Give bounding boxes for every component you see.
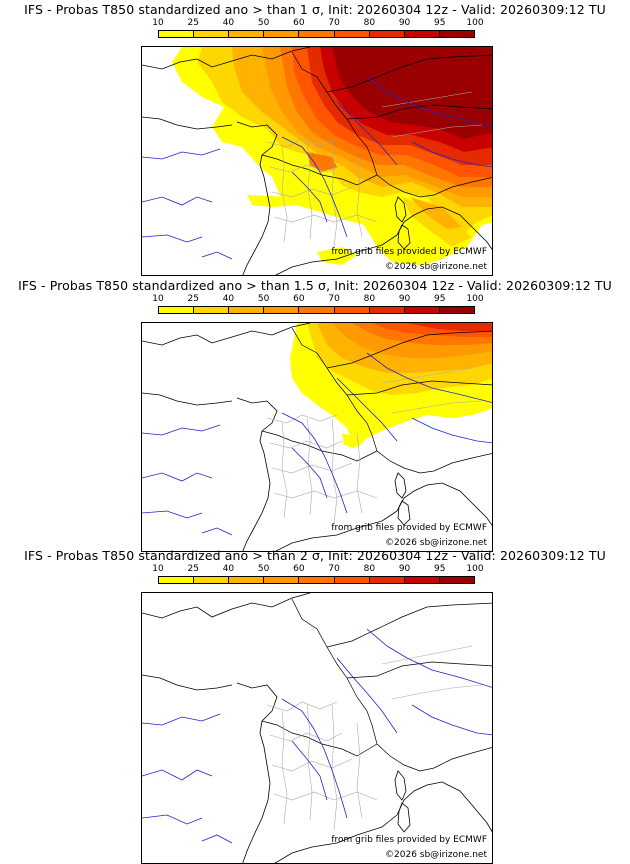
legend-tick-label: 50 — [257, 294, 270, 304]
panel-1: IFS - Probas T850 standardized ano > tha… — [0, 0, 630, 276]
legend-swatch — [194, 577, 230, 583]
panel-title: IFS - Probas T850 standardized ano > tha… — [18, 278, 612, 293]
regional-borders — [266, 645, 483, 831]
legend-tick-label: 10 — [152, 564, 164, 574]
legend-swatch — [159, 31, 195, 37]
legend-tick-labels: 10 25 40 50 60 70 80 90 95 100 — [152, 18, 483, 30]
country-borders — [261, 598, 492, 772]
legend-swatch — [159, 577, 195, 583]
legend-tick-label: 95 — [434, 294, 446, 304]
legend-tick-label: 90 — [398, 564, 411, 574]
legend-bar — [158, 306, 475, 314]
legend-tick-label: 40 — [222, 564, 235, 574]
legend-swatch — [404, 31, 440, 37]
legend-swatch — [159, 307, 195, 313]
legend-tick-label: 40 — [222, 294, 235, 304]
legend-tick-label: 60 — [293, 294, 305, 304]
coastlines — [142, 323, 492, 551]
legend-tick-label: 25 — [187, 294, 199, 304]
legend-tick-label: 10 — [152, 18, 164, 28]
probability-field — [172, 47, 492, 265]
legend-tick-labels: 10 25 40 50 60 70 80 90 95 100 — [152, 294, 483, 306]
panel-title: IFS - Probas T850 standardized ano > tha… — [24, 2, 606, 17]
rivers — [142, 352, 492, 536]
copyright-credit: ©2026 sb@irizone.net — [385, 850, 487, 860]
legend-tick-label: 10 — [152, 294, 164, 304]
legend-tick-label: 70 — [328, 564, 340, 574]
legend-swatch — [264, 307, 300, 313]
data-source-credit: from grib files provided by ECMWF — [331, 247, 487, 257]
legend-swatch — [439, 307, 474, 313]
legend-swatch — [299, 577, 335, 583]
color-legend: 10 25 40 50 60 70 80 90 95 100 — [152, 564, 484, 588]
legend-swatch — [369, 31, 405, 37]
copyright-credit: ©2026 sb@irizone.net — [385, 538, 487, 548]
probability-field — [290, 323, 492, 448]
legend-tick-label: 50 — [257, 18, 270, 28]
legend-tick-label: 50 — [257, 564, 270, 574]
legend-tick-label: 25 — [187, 18, 199, 28]
legend-tick-label: 100 — [466, 294, 484, 304]
probability-map: from grib files provided by ECMWF ©2026 … — [141, 322, 493, 552]
copyright-credit: ©2026 sb@irizone.net — [385, 262, 487, 272]
legend-swatch — [439, 31, 474, 37]
legend-swatch — [194, 307, 230, 313]
legend-tick-label: 100 — [466, 18, 484, 28]
legend-tick-label: 80 — [363, 294, 376, 304]
legend-swatch — [229, 577, 265, 583]
rivers — [142, 76, 492, 260]
legend-swatch — [299, 31, 335, 37]
legend-bar — [158, 576, 475, 584]
data-source-credit: from grib files provided by ECMWF — [331, 523, 487, 533]
legend-swatch — [404, 577, 440, 583]
probability-map: from grib files provided by ECMWF ©2026 … — [141, 592, 493, 864]
legend-tick-label: 60 — [293, 564, 305, 574]
legend-swatch — [229, 31, 265, 37]
probability-map: from grib files provided by ECMWF ©2026 … — [141, 46, 493, 276]
legend-swatch — [334, 31, 370, 37]
legend-tick-label: 80 — [363, 18, 376, 28]
legend-tick-label: 90 — [398, 294, 411, 304]
country-borders — [261, 51, 492, 198]
legend-tick-label: 70 — [328, 18, 340, 28]
legend-tick-label: 100 — [466, 564, 484, 574]
rivers — [142, 628, 492, 844]
coastlines — [142, 47, 492, 275]
legend-swatch — [404, 307, 440, 313]
legend-tick-label: 80 — [363, 564, 376, 574]
color-legend: 10 25 40 50 60 70 80 90 95 100 — [152, 294, 484, 318]
legend-tick-label: 40 — [222, 18, 235, 28]
regional-borders — [266, 91, 483, 248]
country-borders — [261, 327, 492, 474]
legend-swatch — [369, 577, 405, 583]
legend-swatch — [299, 307, 335, 313]
legend-swatch — [369, 307, 405, 313]
regional-borders — [266, 367, 483, 524]
legend-swatch — [264, 31, 300, 37]
coastlines — [142, 593, 492, 863]
legend-tick-labels: 10 25 40 50 60 70 80 90 95 100 — [152, 564, 483, 576]
panel-title: IFS - Probas T850 standardized ano > tha… — [24, 548, 606, 563]
legend-swatch — [334, 577, 370, 583]
map-graphic — [142, 323, 492, 551]
legend-tick-label: 95 — [434, 18, 446, 28]
legend-swatch — [229, 307, 265, 313]
legend-tick-label: 25 — [187, 564, 199, 574]
color-legend: 10 25 40 50 60 70 80 90 95 100 — [152, 18, 484, 42]
panel-3: IFS - Probas T850 standardized ano > tha… — [0, 546, 630, 864]
legend-swatch — [334, 307, 370, 313]
legend-tick-label: 95 — [434, 564, 446, 574]
legend-tick-label: 90 — [398, 18, 411, 28]
legend-swatch — [264, 577, 300, 583]
legend-tick-label: 60 — [293, 18, 305, 28]
panel-2: IFS - Probas T850 standardized ano > tha… — [0, 276, 630, 552]
legend-swatch — [194, 31, 230, 37]
legend-tick-label: 70 — [328, 294, 340, 304]
legend-bar — [158, 30, 475, 38]
data-source-credit: from grib files provided by ECMWF — [331, 835, 487, 845]
map-graphic — [142, 47, 492, 275]
map-graphic — [142, 593, 492, 863]
legend-swatch — [439, 577, 474, 583]
